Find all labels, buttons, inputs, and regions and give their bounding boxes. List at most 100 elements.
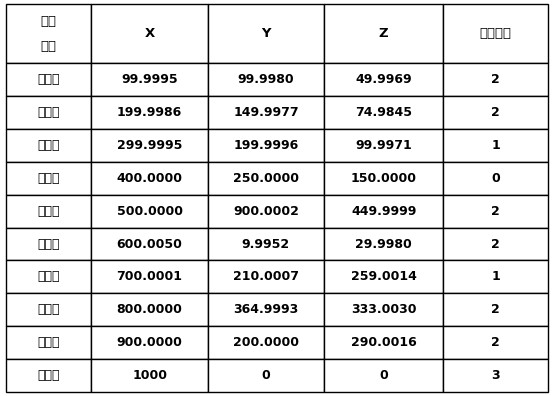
Text: 事件四: 事件四 — [37, 172, 60, 185]
Bar — [324, 228, 443, 261]
Bar — [443, 162, 548, 195]
Text: 事件八: 事件八 — [37, 303, 60, 316]
Bar — [6, 63, 91, 96]
Bar — [208, 129, 324, 162]
Text: 2: 2 — [491, 303, 500, 316]
Bar — [443, 4, 548, 63]
Bar — [6, 261, 91, 293]
Text: 事件三: 事件三 — [37, 139, 60, 152]
Text: 333.0030: 333.0030 — [351, 303, 417, 316]
Text: 坐标: 坐标 — [40, 15, 57, 28]
Bar — [208, 293, 324, 326]
Text: 900.0002: 900.0002 — [233, 205, 299, 218]
Bar — [6, 129, 91, 162]
Text: 150.0000: 150.0000 — [351, 172, 417, 185]
Bar — [324, 129, 443, 162]
Bar — [6, 195, 91, 228]
Bar — [443, 293, 548, 326]
Text: 事件二: 事件二 — [37, 106, 60, 119]
Bar — [91, 63, 208, 96]
Text: 500.0000: 500.0000 — [116, 205, 183, 218]
Text: 299.9995: 299.9995 — [117, 139, 182, 152]
Bar — [324, 4, 443, 63]
Bar — [443, 195, 548, 228]
Text: 800.0000: 800.0000 — [117, 303, 182, 316]
Text: 99.9995: 99.9995 — [121, 73, 178, 86]
Text: 9.9952: 9.9952 — [242, 238, 290, 251]
Bar — [6, 293, 91, 326]
Text: 事件一: 事件一 — [37, 73, 60, 86]
Text: 事件七: 事件七 — [37, 270, 60, 284]
Bar — [208, 228, 324, 261]
Text: 0: 0 — [261, 369, 270, 382]
Bar — [443, 129, 548, 162]
Bar — [443, 63, 548, 96]
Text: 259.0014: 259.0014 — [351, 270, 417, 284]
Bar — [208, 195, 324, 228]
Bar — [91, 293, 208, 326]
Bar — [324, 293, 443, 326]
Text: 29.9980: 29.9980 — [355, 238, 412, 251]
Text: 迭代次数: 迭代次数 — [480, 27, 512, 40]
Bar — [91, 228, 208, 261]
Text: 2: 2 — [491, 106, 500, 119]
Text: 200.0000: 200.0000 — [233, 336, 299, 349]
Bar — [6, 359, 91, 392]
Bar — [324, 359, 443, 392]
Bar — [208, 162, 324, 195]
Bar — [208, 359, 324, 392]
Bar — [91, 4, 208, 63]
Text: 事件五: 事件五 — [37, 205, 60, 218]
Bar — [91, 195, 208, 228]
Text: 事件九: 事件九 — [37, 336, 60, 349]
Text: 600.0050: 600.0050 — [117, 238, 182, 251]
Text: 事件: 事件 — [40, 40, 57, 53]
Text: 事件十: 事件十 — [37, 369, 60, 382]
Bar — [6, 228, 91, 261]
Bar — [324, 96, 443, 129]
Bar — [91, 162, 208, 195]
Text: 1: 1 — [491, 270, 500, 284]
Bar — [91, 359, 208, 392]
Bar — [443, 359, 548, 392]
Text: 74.9845: 74.9845 — [355, 106, 412, 119]
Text: 0: 0 — [379, 369, 388, 382]
Text: 290.0016: 290.0016 — [351, 336, 417, 349]
Text: 1: 1 — [491, 139, 500, 152]
Text: 2: 2 — [491, 336, 500, 349]
Bar — [91, 326, 208, 359]
Bar — [324, 63, 443, 96]
Bar — [6, 4, 91, 63]
Text: 2: 2 — [491, 73, 500, 86]
Bar — [6, 326, 91, 359]
Bar — [324, 261, 443, 293]
Text: 99.9980: 99.9980 — [238, 73, 294, 86]
Bar — [6, 96, 91, 129]
Bar — [208, 4, 324, 63]
Bar — [324, 326, 443, 359]
Text: 99.9971: 99.9971 — [355, 139, 412, 152]
Text: 210.0007: 210.0007 — [233, 270, 299, 284]
Bar — [208, 326, 324, 359]
Text: 400.0000: 400.0000 — [116, 172, 183, 185]
Bar — [324, 195, 443, 228]
Text: 900.0000: 900.0000 — [117, 336, 182, 349]
Text: 1000: 1000 — [132, 369, 167, 382]
Text: 700.0001: 700.0001 — [116, 270, 183, 284]
Text: 149.9977: 149.9977 — [233, 106, 299, 119]
Text: 2: 2 — [491, 205, 500, 218]
Text: Y: Y — [261, 27, 271, 40]
Bar — [91, 261, 208, 293]
Text: 事件六: 事件六 — [37, 238, 60, 251]
Text: 2: 2 — [491, 238, 500, 251]
Bar — [443, 96, 548, 129]
Text: 49.9969: 49.9969 — [355, 73, 412, 86]
Bar — [208, 96, 324, 129]
Bar — [443, 261, 548, 293]
Bar — [443, 326, 548, 359]
Bar — [208, 63, 324, 96]
Text: 199.9986: 199.9986 — [117, 106, 182, 119]
Text: 3: 3 — [491, 369, 500, 382]
Text: Z: Z — [379, 27, 388, 40]
Text: 250.0000: 250.0000 — [233, 172, 299, 185]
